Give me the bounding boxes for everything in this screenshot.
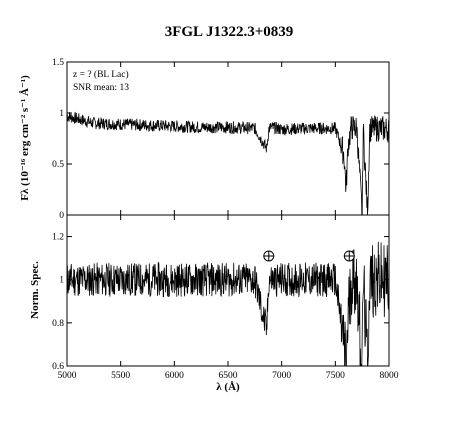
normalized-panel-frame (66, 214, 390, 367)
flux-panel: 0 0.5 1 1.5 z = ? (BL Lac) SNR mean: 13 Fλ … (19, 58, 390, 221)
x-tick-label: 7000 (272, 371, 291, 381)
normalized-x-ticks: 5000 5500 6000 6500 7000 7500 8000 (58, 215, 399, 381)
telluric-marker-icon (263, 250, 275, 262)
normalized-panel: 0.60.811.2 5000 5500 6000 6500 7000 7500 8000 … (29, 214, 399, 393)
x-axis-label: λ (Å) (216, 381, 240, 393)
y-tick-label: 1.2 (52, 233, 64, 243)
telluric-marker-icon (343, 250, 355, 262)
flux-spectrum-line (66, 111, 390, 216)
snr-annotation: SNR mean: 13 (73, 83, 129, 93)
x-tick-label: 6000 (165, 371, 184, 381)
y-tick-label: 0.6 (52, 362, 64, 372)
y-tick-label: 0.8 (52, 319, 64, 329)
y-tick-label: 0.5 (52, 160, 64, 170)
x-tick-label: 6500 (219, 371, 238, 381)
y-tick-label: 1 (59, 109, 64, 119)
normalized-spectrum-line (66, 241, 390, 367)
y-tick-label: 0 (59, 211, 64, 221)
x-tick-label: 5000 (58, 371, 77, 381)
flux-y-axis-label: Fλ (10⁻¹⁶ erg cm⁻² s⁻¹ Å⁻¹) (19, 75, 31, 201)
x-tick-label: 5500 (111, 371, 130, 381)
y-tick-label: 1 (59, 276, 64, 286)
y-tick-label: 1.5 (52, 58, 64, 68)
normalized-y-ticks: 0.6 0.8 1 1.2 (52, 233, 389, 372)
figure-title: 3FGL J1322.3+0839 (164, 24, 294, 40)
normalized-y-axis-label: Norm. Spec. (29, 261, 41, 319)
telluric-markers (263, 250, 355, 262)
x-tick-label: 8000 (380, 371, 399, 381)
flux-x-ticks (66, 62, 390, 215)
x-tick-label: 7500 (326, 371, 345, 381)
redshift-annotation: z = ? (BL Lac) (73, 69, 129, 80)
